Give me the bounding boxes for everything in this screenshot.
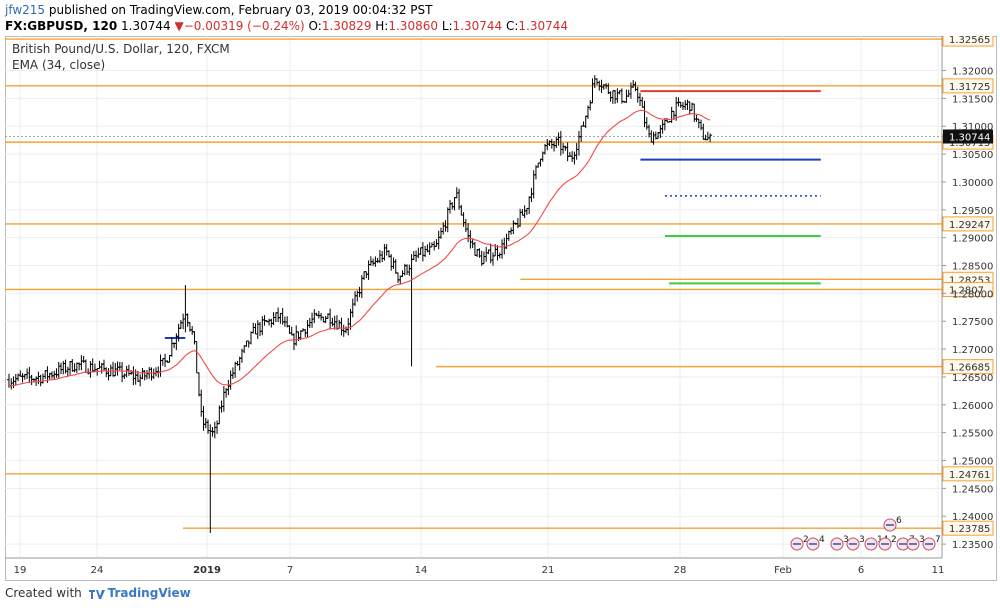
level-label: 1.30715 (949, 138, 990, 149)
event-marker[interactable]: 3 (906, 535, 925, 551)
open-label: O: (308, 19, 322, 33)
level-label-box (942, 216, 994, 232)
y-tick-label: 1.28000 (952, 289, 993, 300)
x-tick-label: 7 (287, 565, 293, 576)
event-count: 7 (935, 535, 941, 545)
event-marker[interactable]: 7 (922, 535, 941, 551)
y-tick-label: 1.27500 (952, 317, 993, 328)
chart-header: jfw215 published on TradingView.com, Feb… (0, 0, 1000, 36)
ema-line[interactable] (8, 109, 711, 387)
event-count: 3 (919, 535, 925, 545)
y-tick-label: 1.25500 (952, 429, 993, 440)
event-count: 2 (891, 535, 897, 545)
event-count: 3 (843, 535, 849, 545)
level-label-box (942, 281, 994, 297)
x-tick-label: 14 (415, 565, 428, 576)
level-label: 1.32565 (949, 36, 990, 46)
x-tick-label: 24 (91, 565, 104, 576)
event-count: 3 (859, 535, 865, 545)
x-tick-label: 19 (14, 565, 27, 576)
y-tick-label: 1.26000 (952, 401, 993, 412)
level-label-box (942, 78, 994, 94)
y-tick-label: 1.27000 (952, 345, 993, 356)
level-label: 1.24761 (949, 470, 990, 481)
published-text: published on TradingView.com, February 0… (48, 3, 433, 17)
x-tick-label: 28 (674, 565, 687, 576)
indicator-label: EMA (34, close) (12, 58, 105, 72)
symbol: FX:GBPUSD, 120 (5, 19, 118, 33)
event-marker[interactable]: 2 (878, 535, 897, 551)
level-label: 1.2807 (949, 285, 984, 296)
event-marker[interactable]: 3 (830, 535, 849, 551)
level-label: 1.29247 (949, 220, 990, 231)
event-marker[interactable]: 6 (883, 516, 902, 532)
price-change: −0.00319 (−0.24%) (183, 19, 305, 33)
down-triangle-icon: ▼ (174, 19, 184, 33)
y-tick-label: 1.32000 (952, 67, 993, 78)
x-tick-label: 2019 (193, 565, 221, 576)
y-tick-label: 1.31000 (952, 122, 993, 133)
chart-frame[interactable]: 1.32565 1.31725 1.30715 1.29247 1.28253 1.280… (5, 31, 997, 581)
x-tick-label: 6 (858, 565, 864, 576)
y-tick-label: 1.28500 (952, 262, 993, 273)
footer-prefix: Created with (5, 586, 82, 600)
y-tick-label: 1.24000 (952, 512, 993, 523)
close-value: 1.30744 (518, 19, 569, 33)
level-label: 1.31725 (949, 82, 990, 93)
symbol-line: FX:GBPUSD, 120 1.30744 ▼−0.00319 (−0.24%… (5, 19, 568, 33)
event-count: 4 (819, 535, 825, 545)
event-marker[interactable]: 4 (806, 535, 825, 551)
low-label: L: (441, 19, 453, 33)
level-label-box (942, 359, 994, 375)
last-price-label: 1.30744 (949, 133, 990, 144)
author-link[interactable]: jfw215 (5, 3, 46, 17)
y-tick-label: 1.26500 (952, 373, 993, 384)
y-tick-label: 1.24500 (952, 484, 993, 495)
chart-border (5, 36, 997, 581)
x-tick-label: 21 (542, 565, 555, 576)
level-label-box (942, 520, 994, 536)
level-label-box (942, 466, 994, 482)
low-value: 1.30744 (452, 19, 503, 33)
y-tick-label: 1.30500 (952, 150, 993, 161)
last-price-box (943, 129, 993, 144)
footer: Created with TradingView (5, 586, 405, 608)
high-label: H: (375, 19, 389, 33)
tradingview-logo-icon (88, 589, 105, 599)
price-chart[interactable]: 1.325651.317251.307151.292471.282531.280… (5, 31, 997, 581)
footer-brand[interactable]: TradingView (107, 586, 191, 600)
y-tick-label: 1.29000 (952, 234, 993, 245)
high-value: 1.30860 (388, 19, 438, 33)
level-label: 1.23785 (949, 524, 990, 535)
y-tick-label: 1.25000 (952, 457, 993, 468)
x-tick-label: 11 (932, 565, 945, 576)
y-tick-label: 1.30000 (952, 178, 993, 189)
level-label: 1.26685 (949, 363, 990, 374)
event-marker[interactable]: 2 (790, 535, 809, 551)
open-value: 1.30829 (321, 19, 372, 33)
y-tick-label: 1.31500 (952, 94, 993, 105)
y-tick-label: 1.29500 (952, 206, 993, 217)
chart-title: British Pound/U.S. Dollar, 120, FXCM (12, 42, 230, 56)
event-marker[interactable]: 3 (846, 535, 865, 551)
publish-info: jfw215 published on TradingView.com, Feb… (5, 3, 432, 17)
close-label: C: (506, 19, 519, 33)
y-tick-label: 1.23500 (952, 540, 993, 551)
last-price: 1.30744 (121, 19, 171, 33)
level-label: 1.28253 (949, 275, 990, 286)
event-count: 2 (803, 535, 809, 545)
event-count: 6 (896, 516, 902, 526)
x-tick-label: Feb (774, 565, 792, 576)
